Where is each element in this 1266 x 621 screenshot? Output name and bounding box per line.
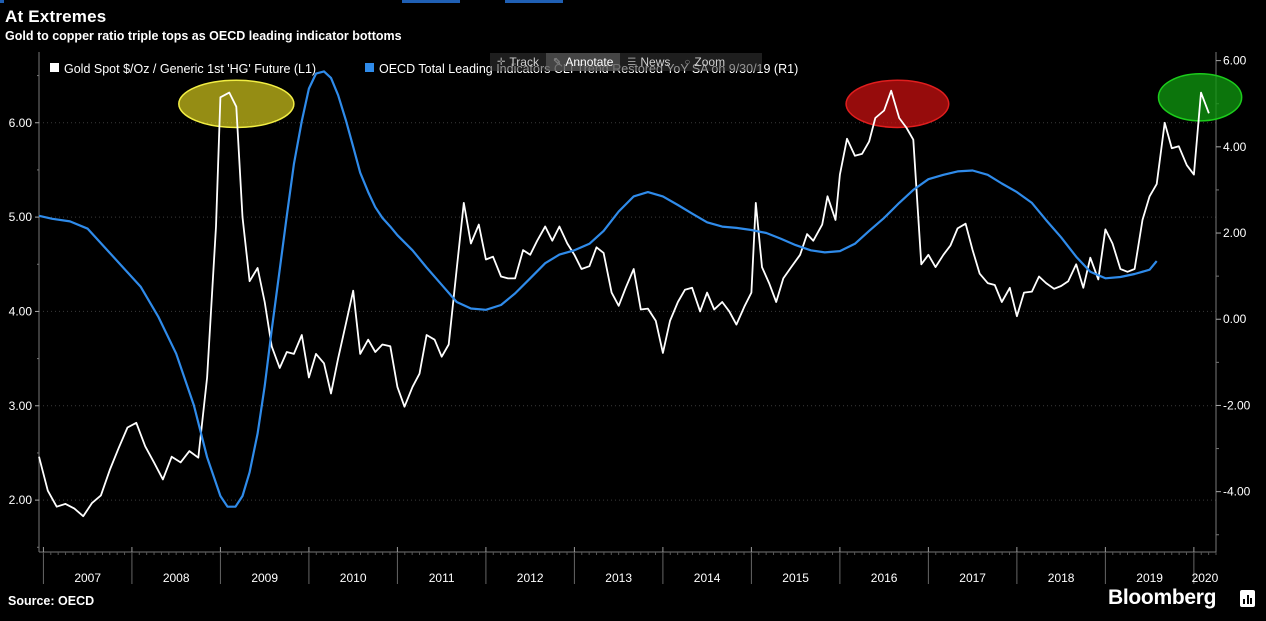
yellow-highlight-ellipse xyxy=(178,79,295,129)
x-tick-label: 2019 xyxy=(1136,571,1163,585)
y-right-tick-label: 4.00 xyxy=(1223,140,1247,154)
legend-swatch-gold xyxy=(50,63,59,72)
gold-copper-series-line xyxy=(38,89,1210,518)
y-right-tick-label: 6.00 xyxy=(1223,54,1247,68)
y-left-tick-label: 6.00 xyxy=(9,116,33,130)
oecd-cli-series-line xyxy=(38,70,1158,508)
y-left-tick-label: 2.00 xyxy=(9,493,33,507)
x-tick-label: 2011 xyxy=(429,571,455,585)
x-tick-label: 2018 xyxy=(1048,571,1075,585)
chart-title: At Extremes xyxy=(5,7,107,26)
x-tick-label: 2007 xyxy=(74,571,101,585)
zoom-icon: ○ xyxy=(684,56,691,68)
track-label: Track xyxy=(509,55,539,69)
legend-label-gold: Gold Spot $/Oz / Generic 1st 'HG' Future… xyxy=(64,62,316,76)
y-left-tick-label: 4.00 xyxy=(9,304,33,318)
news-button[interactable]: ☰ News xyxy=(620,53,677,71)
news-label: News xyxy=(640,55,671,69)
y-left-tick-label: 5.00 xyxy=(9,210,33,224)
x-tick-label: 2020 xyxy=(1192,571,1219,585)
red-highlight-ellipse xyxy=(845,79,950,129)
y-right-tick-label: 2.00 xyxy=(1223,226,1247,240)
chart-toolbar: ✛ Track ✎ Annotate ☰ News ○ Zoom xyxy=(490,53,762,71)
source-note: Source: OECD xyxy=(8,594,95,608)
x-tick-label: 2009 xyxy=(251,571,278,585)
legend-swatch-oecd xyxy=(365,63,374,72)
zoom-button[interactable]: ○ Zoom xyxy=(677,53,732,71)
x-tick-label: 2014 xyxy=(694,571,721,585)
x-tick-label: 2017 xyxy=(959,571,986,585)
x-tick-label: 2013 xyxy=(605,571,632,585)
bloomberg-chart-icon xyxy=(1240,590,1255,607)
x-tick-label: 2016 xyxy=(871,571,898,585)
annotate-button[interactable]: ✎ Annotate xyxy=(545,53,621,71)
brand-logo: Bloomberg xyxy=(1108,586,1217,609)
chart-subtitle: Gold to copper ratio triple tops as OECD… xyxy=(5,29,402,43)
top-accent-bar xyxy=(0,0,1266,3)
y-right-tick-label: -4.00 xyxy=(1223,485,1251,499)
pencil-icon: ✎ xyxy=(552,56,562,68)
y-left-tick-label: 3.00 xyxy=(9,399,33,413)
news-icon: ☰ xyxy=(627,56,637,68)
x-tick-label: 2008 xyxy=(163,571,190,585)
track-button[interactable]: ✛ Track xyxy=(490,53,546,71)
y-right-tick-label: 0.00 xyxy=(1223,312,1247,326)
x-tick-label: 2015 xyxy=(782,571,809,585)
annotate-label: Annotate xyxy=(565,55,614,69)
crosshair-icon: ✛ xyxy=(497,56,506,68)
x-tick-label: 2012 xyxy=(517,571,544,585)
zoom-label: Zoom xyxy=(694,55,726,69)
y-right-tick-label: -2.00 xyxy=(1223,398,1251,412)
x-tick-label: 2010 xyxy=(340,571,367,585)
